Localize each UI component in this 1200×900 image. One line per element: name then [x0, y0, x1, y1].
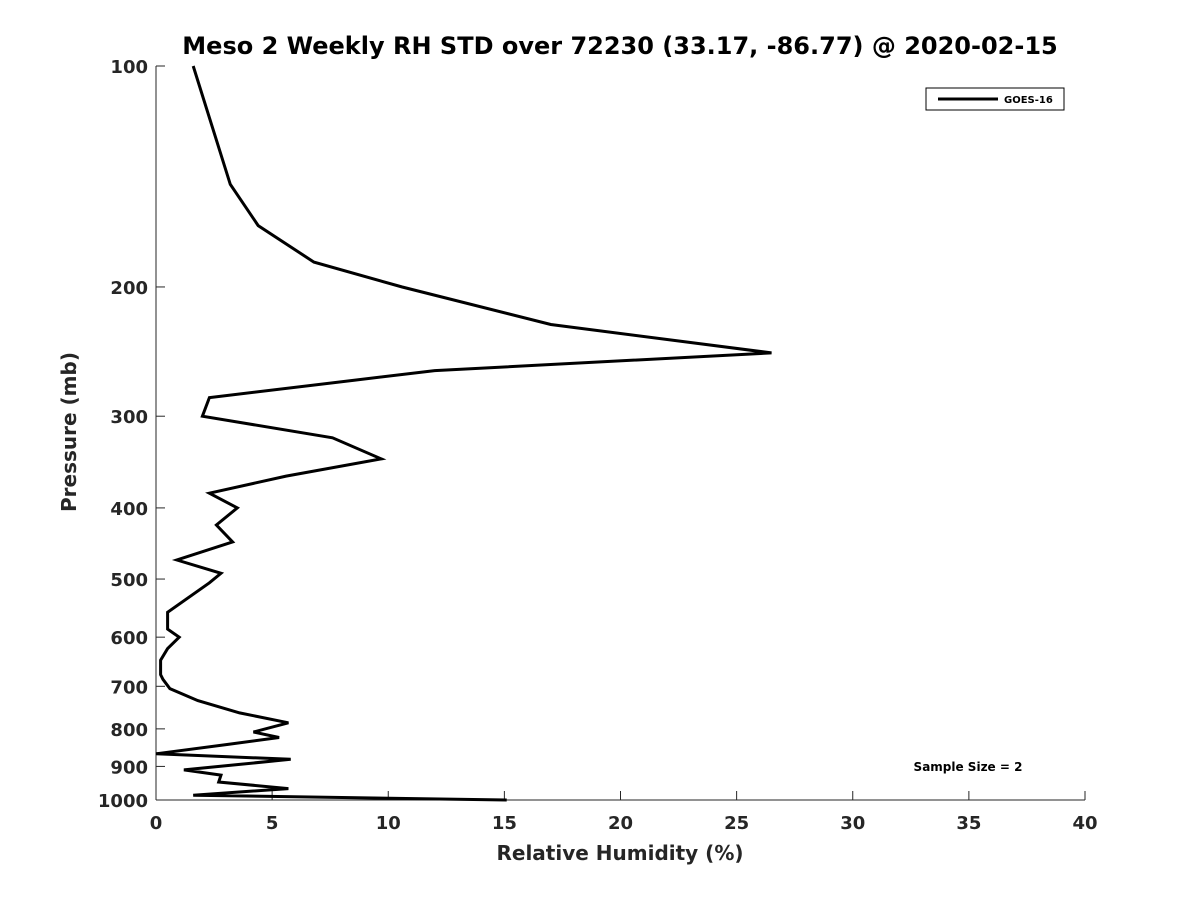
x-tick-label: 35 [956, 813, 981, 834]
sample-size-annotation: Sample Size = 2 [914, 760, 1023, 774]
x-tick-label: 40 [1072, 813, 1097, 834]
x-tick-label: 25 [724, 813, 749, 834]
legend: GOES-16 [925, 87, 1065, 111]
y-tick-label: 200 [110, 278, 148, 299]
series-lines [155, 65, 772, 802]
y-tick-label: 700 [110, 677, 148, 698]
x-axis-label: Relative Humidity (%) [496, 841, 743, 865]
y-tick-label: 1000 [98, 791, 148, 812]
y-tick-label: 300 [110, 407, 148, 428]
y-tick-label: 500 [110, 570, 148, 591]
y-tick-label: 800 [110, 720, 148, 741]
y-tick-label: 900 [110, 757, 148, 778]
x-axis-ticks: 0 5 10 15 20 25 30 35 40 [150, 791, 1098, 834]
x-tick-label: 0 [150, 813, 163, 834]
y-axis-ticks: 100 200 300 400 500 600 700 800 900 1000 [98, 57, 165, 812]
x-tick-label: 15 [492, 813, 517, 834]
series-line-goes-16 [155, 65, 772, 802]
x-tick-label: 30 [840, 813, 865, 834]
chart-title: Meso 2 Weekly RH STD over 72230 (33.17, … [182, 32, 1057, 60]
y-axis-label: Pressure (mb) [57, 352, 81, 512]
x-tick-label: 10 [376, 813, 401, 834]
y-tick-label: 600 [110, 628, 148, 649]
legend-label-goes-16: GOES-16 [1004, 95, 1053, 106]
x-tick-label: 20 [608, 813, 633, 834]
y-tick-label: 100 [110, 57, 148, 78]
y-tick-label: 400 [110, 499, 148, 520]
x-tick-label: 5 [266, 813, 279, 834]
